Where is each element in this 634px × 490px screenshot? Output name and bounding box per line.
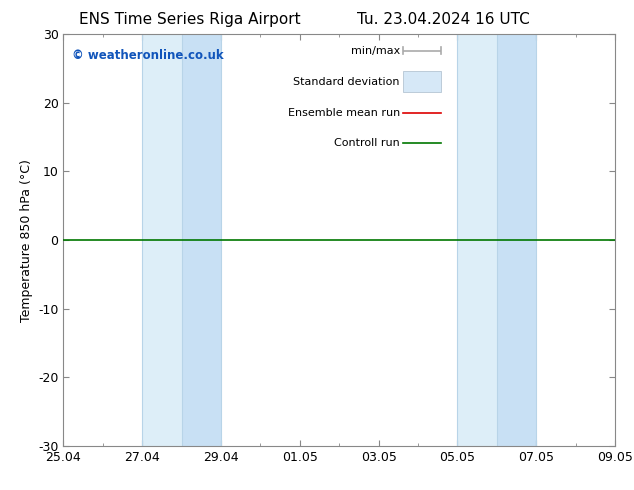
Text: Ensemble mean run: Ensemble mean run bbox=[288, 107, 400, 118]
Text: Tu. 23.04.2024 16 UTC: Tu. 23.04.2024 16 UTC bbox=[358, 12, 530, 27]
Y-axis label: Temperature 850 hPa (°C): Temperature 850 hPa (°C) bbox=[20, 159, 32, 321]
Text: min/max: min/max bbox=[351, 46, 400, 56]
Bar bbox=[181, 34, 221, 446]
Bar bbox=[142, 34, 181, 446]
Text: Controll run: Controll run bbox=[334, 138, 400, 148]
Text: ENS Time Series Riga Airport: ENS Time Series Riga Airport bbox=[79, 12, 301, 27]
FancyBboxPatch shape bbox=[403, 72, 441, 92]
Text: © weatheronline.co.uk: © weatheronline.co.uk bbox=[72, 49, 223, 62]
Bar bbox=[497, 34, 536, 446]
Bar bbox=[457, 34, 497, 446]
Text: Standard deviation: Standard deviation bbox=[294, 76, 400, 87]
